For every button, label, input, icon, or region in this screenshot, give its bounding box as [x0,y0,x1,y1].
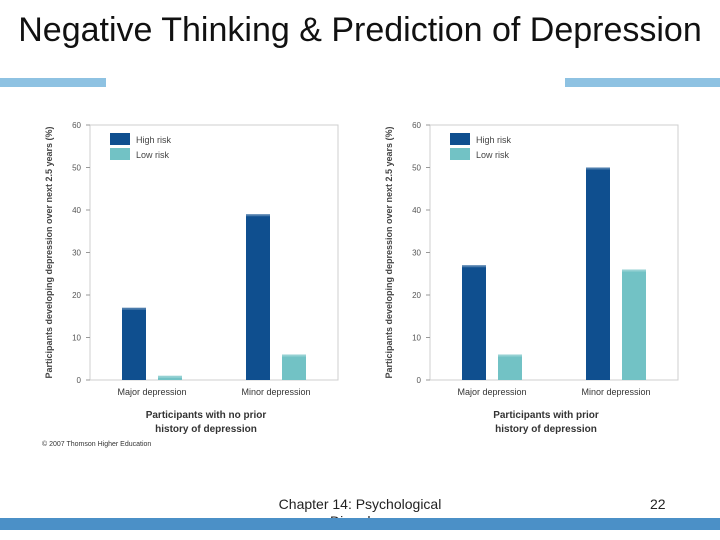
bar-low-risk [282,354,306,380]
bar-low-risk [158,375,182,380]
y-tick-label: 0 [417,376,422,385]
bar-high-risk [122,307,146,380]
bar-high-risk [246,214,270,380]
legend-swatch-low-risk [110,148,130,160]
x-axis-title-line: history of depression [495,424,597,435]
y-tick-label: 60 [412,121,421,130]
chart-no-prior-history-svg: 0 10 20 30 40 50 60 Participants developing dep… [44,121,339,435]
y-tick-label: 50 [72,164,81,173]
page-number: 22 [650,496,666,512]
y-tick-label: 40 [412,206,421,215]
legend-label-high-risk: High risk [136,135,172,145]
bar-high-risk [462,265,486,380]
y-tick-label: 10 [412,334,421,343]
y-tick-label: 20 [412,291,421,300]
legend-label-low-risk: Low risk [136,150,170,160]
bar-top-highlight [498,354,522,357]
bar-top-highlight [586,167,610,170]
y-tick-label: 30 [72,249,81,258]
bar-top-highlight [622,269,646,272]
y-tick-label: 30 [412,249,421,258]
legend-swatch-high-risk [450,133,470,145]
x-axis-title-line: history of depression [155,424,257,435]
legend-swatch-low-risk [450,148,470,160]
bar-high-risk [586,167,610,380]
y-tick-label: 40 [72,206,81,215]
chart-prior-history: 0 10 20 30 40 50 60 Participants developing dep… [380,110,700,440]
bar-top-highlight [462,265,486,268]
copyright-note: © 2007 Thomson Higher Education [42,441,152,448]
x-category-label: Major depression [117,387,186,397]
bar-top-highlight [158,375,182,378]
chart-prior-history-svg: 0 10 20 30 40 50 60 Participants developing dep… [384,121,679,435]
footer-bar [0,518,720,530]
x-category-label: Minor depression [241,387,310,397]
x-axis-title-line: Participants with prior [493,410,599,421]
accent-bar-left [0,78,106,87]
x-category-label: Minor depression [581,387,650,397]
chart-no-prior-history: 0 10 20 30 40 50 60 Participants developing dep… [40,110,360,440]
y-tick-label: 20 [72,291,81,300]
slide-title: Negative Thinking & Prediction of Depres… [18,11,702,49]
bar-low-risk [622,269,646,380]
legend-swatch-high-risk [110,133,130,145]
bar-low-risk [498,354,522,380]
y-tick-label: 10 [72,334,81,343]
accent-bar-right [565,78,720,87]
y-axis-title: Participants developing depression over … [384,126,394,378]
legend-label-high-risk: High risk [476,135,512,145]
bar-top-highlight [246,214,270,217]
y-tick-label: 60 [72,121,81,130]
bar-top-highlight [122,307,146,310]
y-tick-label: 0 [77,376,82,385]
x-category-label: Major depression [457,387,526,397]
x-axis-title-line: Participants with no prior [146,410,267,421]
y-axis-title: Participants developing depression over … [44,126,54,378]
y-tick-label: 50 [412,164,421,173]
legend-label-low-risk: Low risk [476,150,510,160]
bar-top-highlight [282,354,306,357]
